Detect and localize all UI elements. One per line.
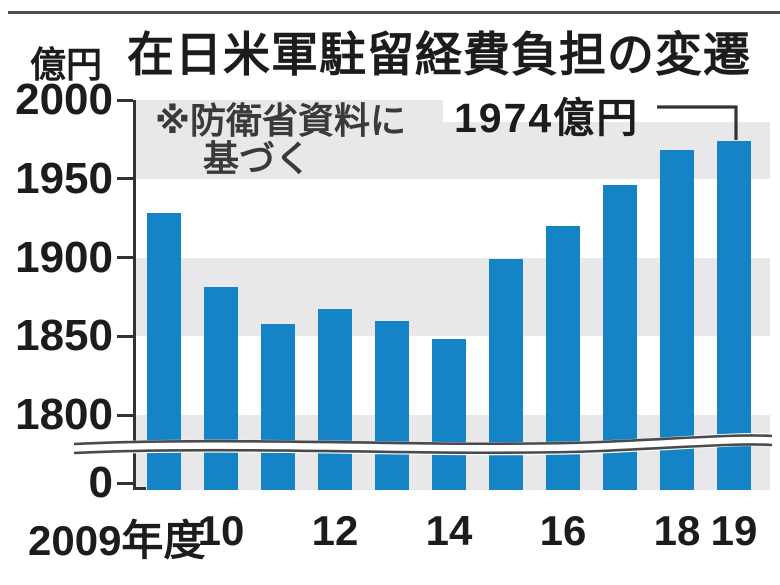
bar-2017 <box>603 185 637 490</box>
x-tick-label: 19 <box>710 507 758 554</box>
x-tick-label: 10 <box>197 507 245 554</box>
source-note-line1: ※防衛省資料に <box>155 100 406 141</box>
y-tick <box>117 413 133 417</box>
y-axis-unit-label: 億円 <box>30 44 103 85</box>
source-note-line2: 基づく <box>203 138 312 179</box>
x-tick-label: 12 <box>311 507 359 554</box>
x-tick-label: 18 <box>653 507 701 554</box>
y-tick-label: 2000 <box>15 75 113 124</box>
y-tick <box>117 481 133 485</box>
bar-2018 <box>660 150 694 490</box>
y-tick-label: 1850 <box>15 311 113 361</box>
top-rule <box>8 11 780 14</box>
y-tick-label: 1950 <box>15 153 113 203</box>
chart-title: 在日米軍駐留経費負担の変遷 <box>127 28 751 81</box>
source-note: ※防衛省資料に 基づく <box>155 102 406 178</box>
annotation-label: 1974億円 <box>454 95 640 141</box>
bar-2010 <box>204 287 238 490</box>
y-axis-bottom-hook <box>133 487 146 490</box>
bar-2019 <box>717 140 751 490</box>
y-tick-label: 0 <box>88 458 113 507</box>
bar-2009 <box>147 213 181 490</box>
bar-2016 <box>546 226 580 490</box>
x-tick-label: 14 <box>425 507 473 554</box>
y-tick <box>117 98 133 102</box>
y-axis-line <box>133 100 136 490</box>
bar-2012 <box>318 309 352 490</box>
x-tick-label: 2009年度 <box>28 517 206 564</box>
y-tick <box>117 177 133 181</box>
y-tick-label: 1900 <box>15 232 113 282</box>
y-tick <box>117 256 133 259</box>
bar-2011 <box>261 323 295 490</box>
y-tick <box>117 334 133 338</box>
bar-2013 <box>375 320 409 490</box>
y-tick-label: 1800 <box>15 390 113 439</box>
bar-2014 <box>432 339 466 490</box>
x-tick-label: 16 <box>539 507 587 554</box>
bar-2015 <box>489 259 523 490</box>
